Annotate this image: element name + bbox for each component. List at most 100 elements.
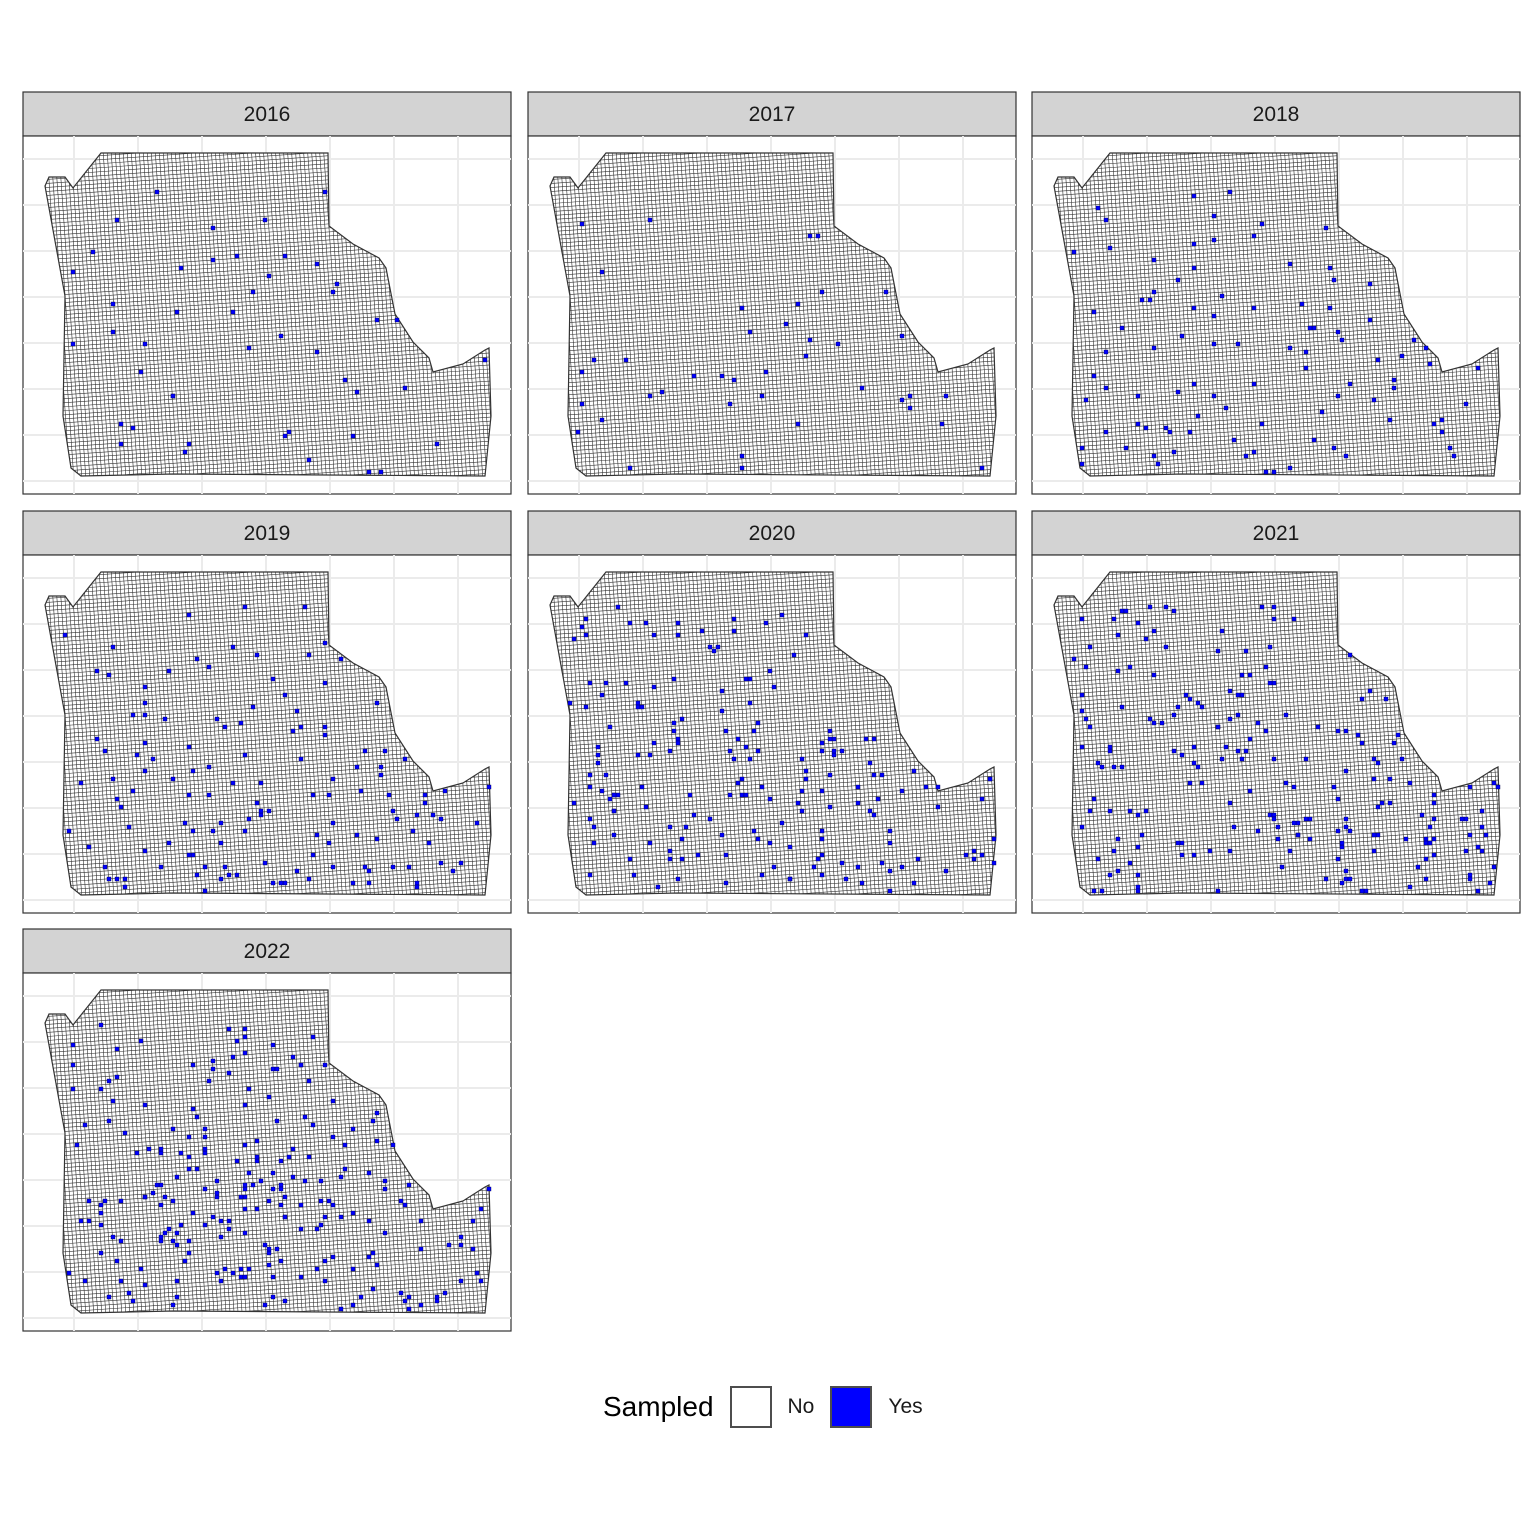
sampled-cell	[486, 1186, 492, 1192]
sampled-cell	[1071, 249, 1077, 255]
region-outline	[549, 571, 997, 896]
sampled-cell	[210, 257, 216, 263]
sampled-cell	[74, 1142, 80, 1148]
sampled-cell	[679, 716, 685, 722]
sampled-cell	[186, 1250, 192, 1256]
sampled-cell	[935, 784, 941, 790]
sampled-cell	[1323, 225, 1329, 231]
sampled-cell	[314, 349, 320, 355]
sampled-cell	[242, 1274, 248, 1280]
sampled-cell	[723, 852, 729, 858]
sampled-cell	[70, 1042, 76, 1048]
sampled-cell	[1223, 405, 1229, 411]
sampled-cell	[831, 748, 837, 754]
sampled-cell	[763, 620, 769, 626]
sampled-cell	[591, 840, 597, 846]
sampled-cell	[246, 1086, 252, 1092]
sampled-cell	[94, 668, 100, 674]
sampled-cell	[1343, 768, 1349, 774]
sampled-cell	[1271, 756, 1277, 762]
sampled-cell	[819, 872, 825, 878]
sampled-cell	[1107, 245, 1113, 251]
sampled-cell	[1323, 876, 1329, 882]
sampled-cell	[382, 1230, 388, 1236]
sampled-cell	[170, 1126, 176, 1132]
sampled-cell	[991, 836, 997, 842]
sampled-cell	[675, 632, 681, 638]
sampled-cell	[290, 728, 296, 734]
sampled-cell	[1091, 796, 1097, 802]
sampled-cell	[378, 764, 384, 770]
facet-panel-2021: 2021	[1031, 510, 1521, 914]
sampled-cell	[1367, 688, 1373, 694]
sampled-cell	[322, 1278, 328, 1284]
sampled-cell	[110, 776, 116, 782]
sampled-cell	[1087, 724, 1093, 730]
sampled-cell	[1147, 297, 1153, 303]
sampled-cell	[166, 840, 172, 846]
sampled-cell	[707, 644, 713, 650]
sampled-cell	[879, 860, 885, 866]
sampled-cell	[635, 704, 641, 710]
sampled-cell	[1423, 856, 1429, 862]
sampled-cell	[106, 1078, 112, 1084]
sampled-cells	[62, 604, 492, 894]
sampled-cell	[587, 872, 593, 878]
sampled-cell	[210, 225, 216, 231]
sampled-cell	[102, 864, 108, 870]
sampled-cell	[1135, 872, 1141, 878]
sampled-cell	[374, 317, 380, 323]
sampled-cell	[1175, 277, 1181, 283]
sampled-cell	[875, 796, 881, 802]
sampled-cell	[871, 772, 877, 778]
sampled-cell	[1091, 888, 1097, 894]
sampled-cell	[110, 644, 116, 650]
sampled-cell	[286, 1154, 292, 1160]
region-outline	[44, 571, 492, 896]
sampled-cell	[807, 337, 813, 343]
sampled-cell	[278, 1258, 284, 1264]
sampled-cell	[202, 1150, 208, 1156]
sampled-cell	[370, 1250, 376, 1256]
sampled-cell	[1251, 305, 1257, 311]
sampled-cell	[258, 1178, 264, 1184]
sampled-cell	[226, 1070, 232, 1076]
sampled-cell	[242, 828, 248, 834]
sampled-cell	[1179, 333, 1185, 339]
sampled-cell	[1127, 664, 1133, 670]
sampled-cell	[458, 1278, 464, 1284]
sampled-cell	[174, 1174, 180, 1180]
sampled-cell	[587, 772, 593, 778]
sampled-cell	[310, 1034, 316, 1040]
sampled-cell	[174, 1278, 180, 1284]
sampled-cell	[1111, 848, 1117, 854]
sampled-cell	[410, 828, 416, 834]
sampled-cell	[827, 736, 833, 742]
sampled-cell	[162, 716, 168, 722]
sampled-cell	[246, 1266, 252, 1272]
sampled-cell	[887, 868, 893, 874]
sampled-cell	[579, 624, 585, 630]
sampled-cell	[106, 1118, 112, 1124]
sampled-cell	[667, 824, 673, 830]
sampled-cell	[727, 748, 733, 754]
sampled-cell	[242, 1230, 248, 1236]
sampled-cell	[126, 824, 132, 830]
facet-panel-2016: 2016	[22, 91, 512, 495]
sampled-cell	[1151, 720, 1157, 726]
sampled-cell	[1079, 692, 1085, 698]
sampled-cell	[647, 752, 653, 758]
sampled-cell	[667, 848, 673, 854]
sampled-cell	[366, 880, 372, 886]
sampled-cell	[803, 768, 809, 774]
sampled-cell	[1135, 393, 1141, 399]
sampled-cell	[1387, 776, 1393, 782]
legend-label-no: No	[787, 1395, 815, 1418]
sampled-cell	[1475, 844, 1481, 850]
sampled-cell	[266, 1250, 272, 1256]
sampled-cell	[374, 1262, 380, 1268]
sampled-cell	[194, 872, 200, 878]
sampled-cell	[170, 1302, 176, 1308]
sampled-cell	[1079, 461, 1085, 467]
sampled-cell	[591, 357, 597, 363]
